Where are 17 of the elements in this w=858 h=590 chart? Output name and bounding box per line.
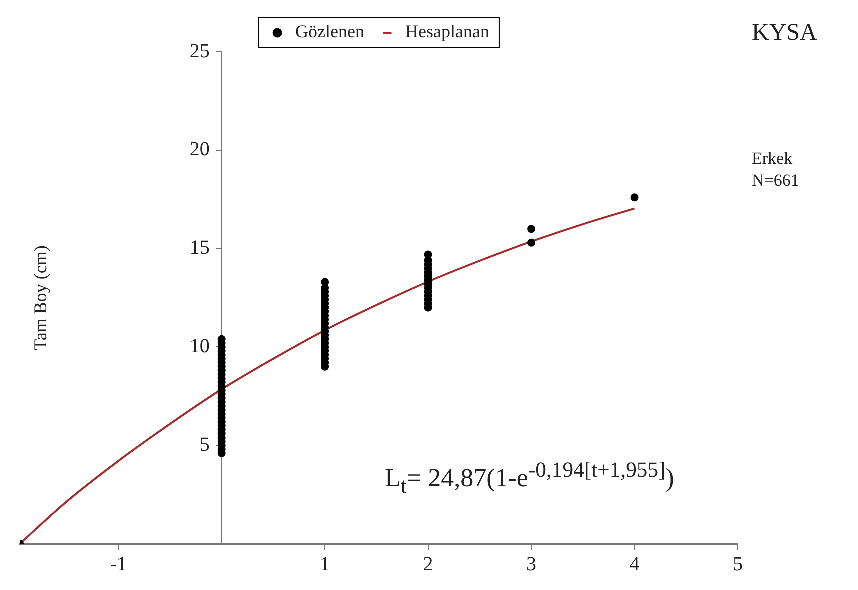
x-tick-label: 1: [320, 553, 330, 576]
annotation: L$_{t}$= 24,87(1-e$^{-0,194[t+1,955]}$): [385, 458, 674, 499]
text: Erkek N=661: [752, 148, 800, 192]
y-tick-label: 15: [190, 237, 210, 260]
x-tick-label: 3: [526, 553, 537, 576]
text: KYSA: [752, 20, 818, 47]
y-tick-label: 5: [200, 434, 210, 456]
y-axis-title: Tam Boy (cm): [30, 246, 51, 350]
x-tick-label: 2: [423, 553, 434, 576]
y-tick-label: 10: [190, 335, 210, 358]
legend-label: Hesaplanan: [406, 22, 490, 42]
x-tick-label: -1: [110, 553, 127, 576]
x-tick-label: 4: [630, 553, 640, 576]
legend-label: Gözlenen: [296, 22, 365, 42]
y-tick-label: 20: [190, 138, 210, 161]
x-tick-label: 5: [733, 553, 743, 576]
y-tick-label: 25: [190, 40, 210, 62]
